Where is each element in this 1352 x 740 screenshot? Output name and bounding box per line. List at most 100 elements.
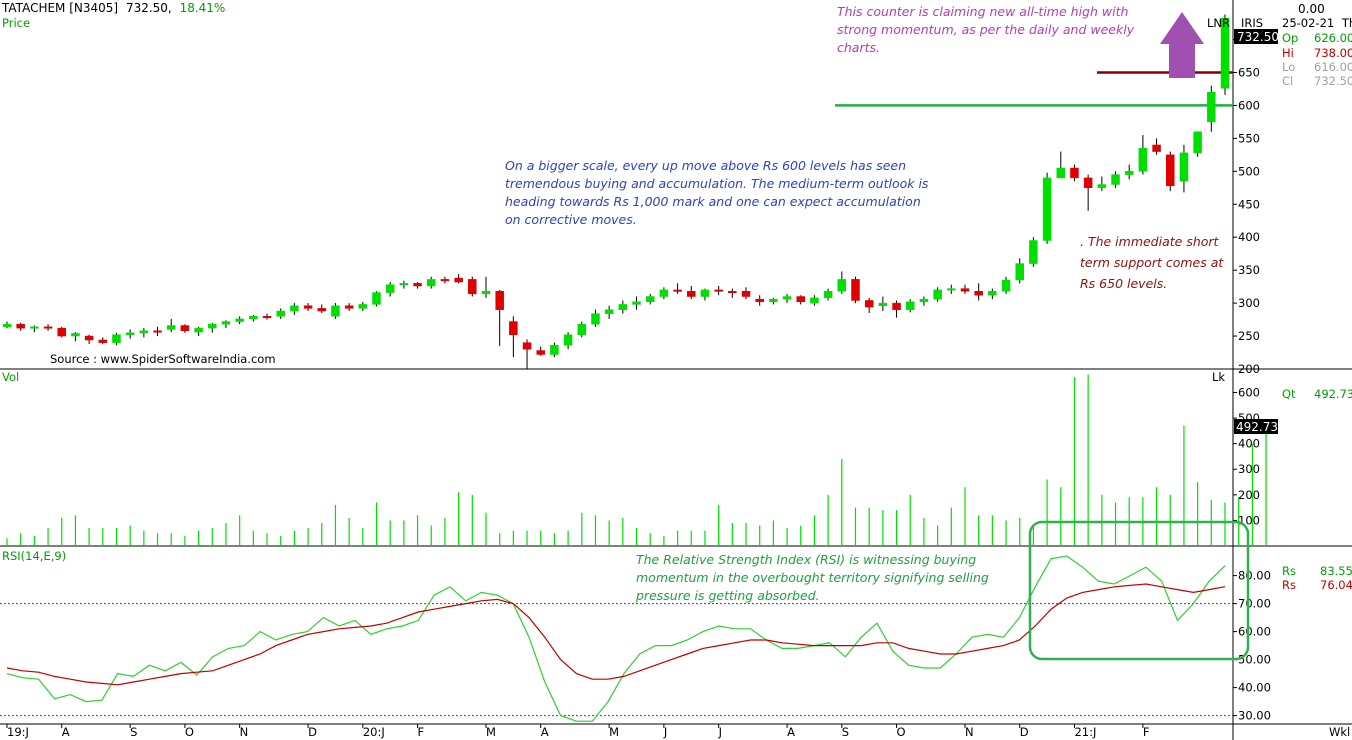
candle-body — [1015, 263, 1024, 281]
candle-body — [1152, 144, 1161, 152]
candle-body — [509, 321, 518, 335]
lo-value: 616.00 — [1314, 60, 1352, 74]
price-tick-label: 600 — [1238, 98, 1260, 112]
qt-label: Qt — [1282, 387, 1296, 401]
candle-body — [372, 292, 381, 305]
rsi-line — [6, 555, 1226, 722]
candle-body — [700, 289, 710, 297]
volume-tick-label: 300 — [1238, 462, 1260, 476]
op-label: Op — [1282, 31, 1299, 45]
annotation-all-time-high: This counter is claiming new all-time hi… — [837, 4, 1135, 55]
candle-body — [125, 332, 135, 335]
volume-qt: Qt 492.73 — [1282, 387, 1352, 401]
candle-body — [1138, 148, 1148, 172]
volume-tick-label: 200 — [1238, 488, 1260, 502]
candle-body — [1207, 92, 1216, 123]
time-tick-label: O — [897, 725, 906, 739]
candle-body — [16, 323, 25, 329]
candle-body — [344, 305, 354, 309]
time-tick-label: J — [663, 725, 667, 739]
candle-body — [933, 289, 942, 300]
candle-body — [769, 298, 778, 303]
rs2-value: 76.04 — [1320, 578, 1352, 592]
iris-label: IRIS — [1241, 16, 1264, 30]
candle-body — [399, 283, 409, 286]
price-tick-label: 400 — [1238, 230, 1260, 244]
candle-body — [30, 326, 39, 329]
time-tick-label: 20:J — [363, 725, 385, 739]
candle-body — [166, 325, 176, 330]
candle-body — [331, 305, 340, 317]
candle-body — [153, 330, 162, 333]
time-tick-label: M — [609, 725, 619, 739]
last-price: 732.50, — [125, 1, 172, 15]
price-badge: 732.50 — [1234, 29, 1279, 44]
candle-body — [522, 342, 532, 350]
price-tick-label: 350 — [1238, 263, 1260, 277]
rs2-label: Rs — [1282, 578, 1296, 592]
candle-body — [385, 284, 395, 293]
candle-body — [878, 302, 888, 306]
time-tick-label: S — [842, 725, 849, 739]
candle-body — [837, 279, 847, 292]
ohlc-open: Op 626.00 — [1282, 31, 1352, 45]
candle-body — [2, 323, 12, 328]
rsi-signal-line — [6, 583, 1226, 686]
candle-body — [1001, 279, 1011, 292]
symbol-name: TATACHEM [N3405] — [2, 1, 119, 15]
candle-body — [139, 330, 149, 334]
rsi-tick-label: 40.00 — [1238, 681, 1271, 695]
candle-body — [618, 304, 628, 310]
candle-body — [1070, 167, 1079, 179]
annotation-rsi: The Relative Strength Index (RSI) is wit… — [636, 552, 989, 603]
time-tick-label: 21:J — [1074, 725, 1096, 739]
candle-body — [1056, 167, 1066, 179]
candle-body — [1179, 152, 1189, 182]
price-tick-label: 200 — [1238, 362, 1260, 376]
candle-body — [1166, 154, 1175, 187]
candle-body — [892, 302, 901, 310]
candle-body — [714, 289, 723, 292]
candle-body — [276, 310, 285, 317]
volume-tick-label: 600 — [1238, 385, 1260, 399]
volume-tick-label: 100 — [1238, 513, 1260, 527]
rsi-tick-label: 60.00 — [1238, 625, 1271, 639]
volume-badge-text: 492.73 — [1236, 420, 1278, 434]
rsi-tick-label: 80.00 — [1238, 569, 1271, 583]
time-tick-label: A — [787, 725, 795, 739]
op-value: 626.00 — [1314, 31, 1352, 45]
price-tick-label: 650 — [1238, 65, 1260, 79]
rsi-axis-ticks: 30.00 40.00 50.00 60.00 70.00 80.00 — [1233, 569, 1271, 723]
candle-body — [358, 304, 368, 309]
hi-value: 738.00 — [1314, 46, 1352, 60]
date-value: 25-02-21 — [1282, 16, 1335, 30]
candle-body — [221, 321, 231, 325]
candle-body — [782, 296, 792, 300]
cl-value: 732.50 — [1314, 74, 1352, 88]
candle-body — [988, 290, 997, 296]
candle-body — [1124, 171, 1134, 175]
percent-change: 18.41% — [179, 1, 226, 15]
lo-label: Lo — [1282, 60, 1296, 74]
candle-body — [563, 334, 573, 346]
candle-body — [1097, 184, 1107, 189]
candle-body — [1193, 131, 1202, 154]
time-tick-label: S — [130, 725, 137, 739]
candle-body — [947, 288, 956, 291]
volume-unit-label: Lk — [1212, 370, 1226, 384]
rsi-value-1: Rs 83.55 — [1282, 564, 1352, 578]
candle-body — [262, 316, 272, 319]
time-tick-label: J — [718, 725, 722, 739]
candle-body — [1111, 174, 1120, 185]
source-label: Source : www.SpiderSoftwareIndia.com — [50, 352, 276, 366]
rsi-tick-label: 30.00 — [1238, 709, 1271, 723]
qt-value: 492.73 — [1314, 387, 1352, 401]
cl-label: Cl — [1282, 74, 1294, 88]
price-tick-label: 550 — [1238, 131, 1260, 145]
rsi-highlight-box — [1028, 520, 1250, 661]
candle-body — [796, 296, 806, 303]
candle-body — [454, 277, 463, 283]
candle-body — [741, 290, 751, 297]
candle-body — [481, 290, 491, 295]
